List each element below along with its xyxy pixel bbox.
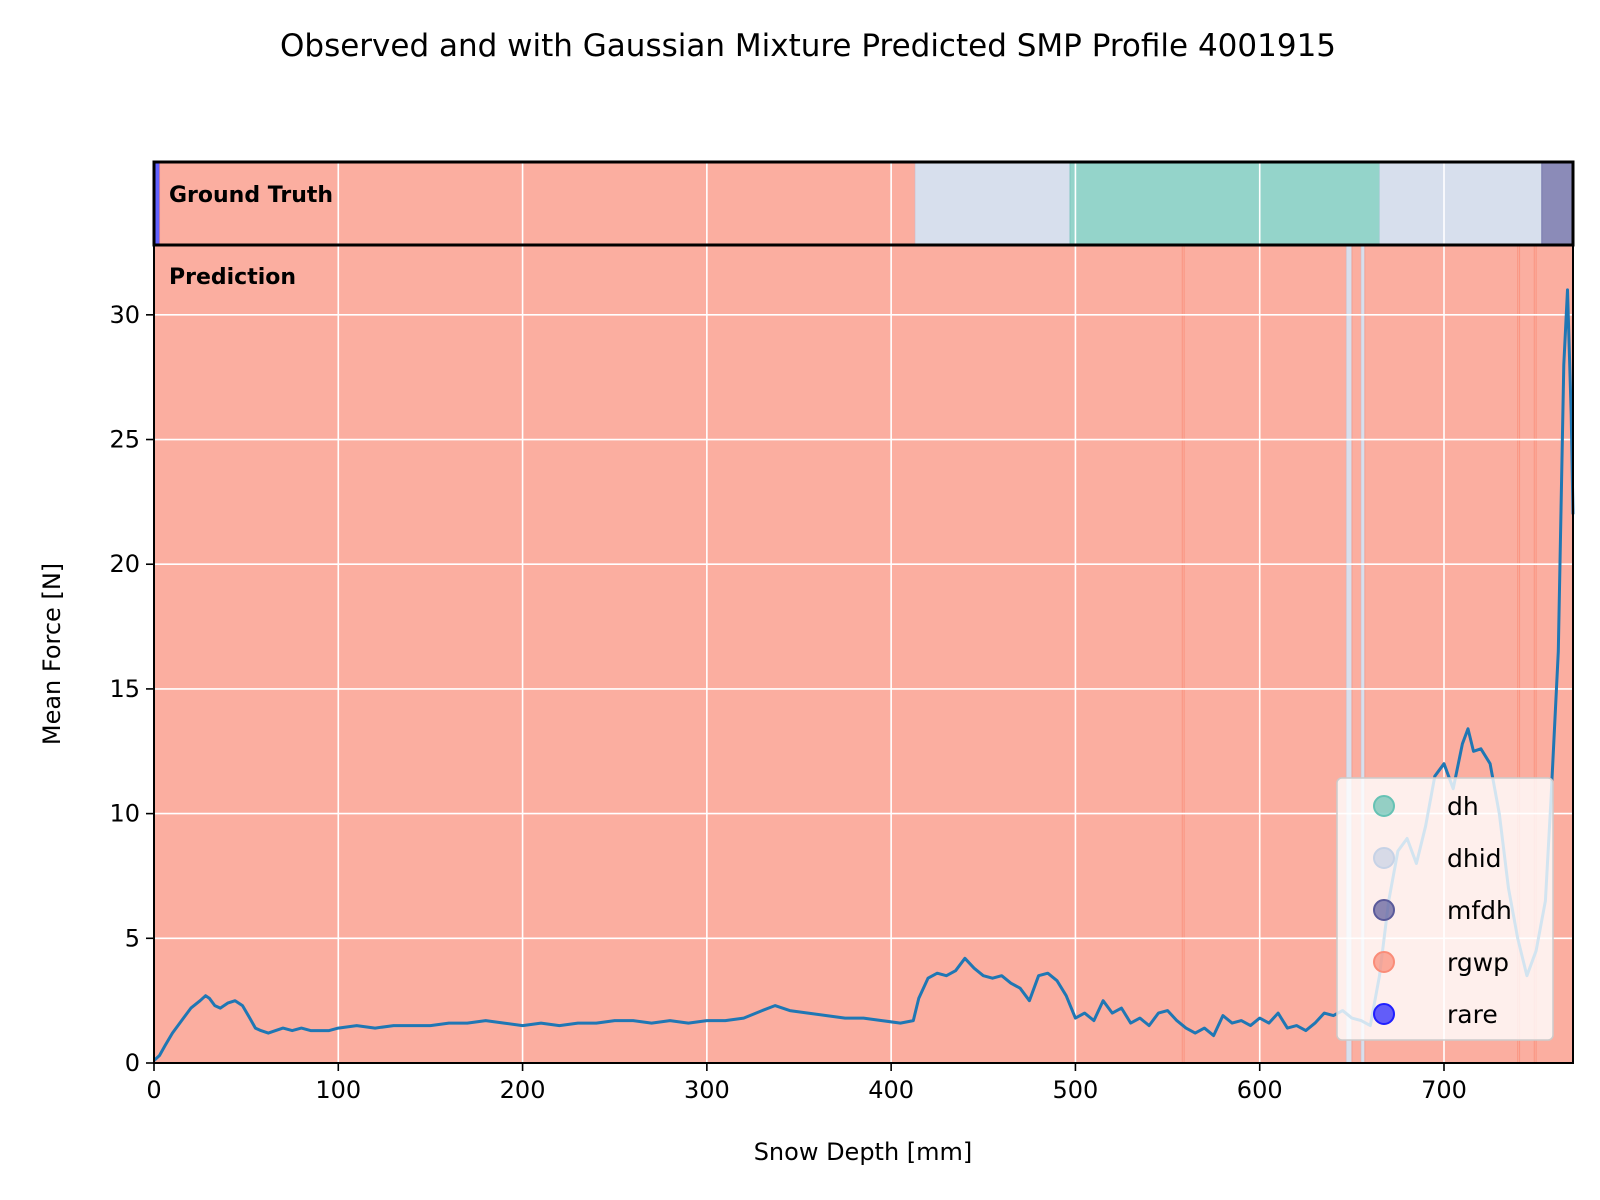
prediction-segment-rgwp (1183, 244, 1347, 1064)
ground-truth-segment-dhid (914, 161, 1071, 246)
prediction-segment-rgwp (153, 244, 1183, 1064)
ground-truth-segment-rgwp (159, 161, 916, 246)
ground-truth-segments (153, 161, 1574, 246)
y-tick-label: 25 (109, 426, 140, 454)
x-tick-label: 500 (1053, 1076, 1099, 1104)
plot-frame (153, 244, 1574, 1064)
legend-label-mfdh: mfdh (1447, 896, 1512, 925)
x-tick-label: 400 (868, 1076, 914, 1104)
legend: dh dhid mfdh rgwp rare (1336, 777, 1554, 1041)
x-tick-label: 300 (684, 1076, 730, 1104)
ground-truth-label: Ground Truth (169, 183, 333, 208)
legend-marker-dhid (1373, 847, 1395, 869)
legend-label-dhid: dhid (1447, 844, 1502, 873)
legend-marker-mfdh (1373, 899, 1395, 921)
x-tick-label: 0 (146, 1076, 161, 1104)
y-axis-ticks: 0 5 10 15 20 25 30 (109, 301, 154, 1077)
y-tick-label: 10 (109, 800, 140, 828)
legend-label-rare: rare (1447, 1000, 1498, 1029)
x-tick-label: 100 (315, 1076, 361, 1104)
legend-marker-dh (1373, 795, 1395, 817)
y-tick-label: 0 (125, 1049, 140, 1077)
legend-marker-rare (1373, 1003, 1395, 1025)
ground-truth-segment-mfdh (1541, 161, 1574, 246)
x-tick-label: 700 (1421, 1076, 1467, 1104)
legend-box (1336, 777, 1554, 1041)
y-tick-label: 15 (109, 675, 140, 703)
x-tick-label: 600 (1237, 1076, 1283, 1104)
ground-truth-segment-dhid (1379, 161, 1543, 246)
y-tick-label: 5 (125, 924, 140, 952)
prediction-label: Prediction (169, 265, 296, 290)
ground-truth-segment-dh (1069, 161, 1381, 246)
legend-marker-rgwp (1373, 951, 1395, 973)
y-tick-label: 30 (109, 301, 140, 329)
x-axis-ticks: 0 100 200 300 400 500 600 700 (146, 1063, 1467, 1104)
legend-label-dh: dh (1447, 792, 1479, 821)
x-axis-label: Snow Depth [mm] (754, 1138, 973, 1166)
x-tick-label: 200 (500, 1076, 546, 1104)
y-axis-label: Mean Force [N] (38, 563, 66, 745)
y-tick-label: 20 (109, 550, 140, 578)
legend-label-rgwp: rgwp (1447, 948, 1509, 977)
chart-title: Observed and with Gaussian Mixture Predi… (280, 28, 1336, 64)
